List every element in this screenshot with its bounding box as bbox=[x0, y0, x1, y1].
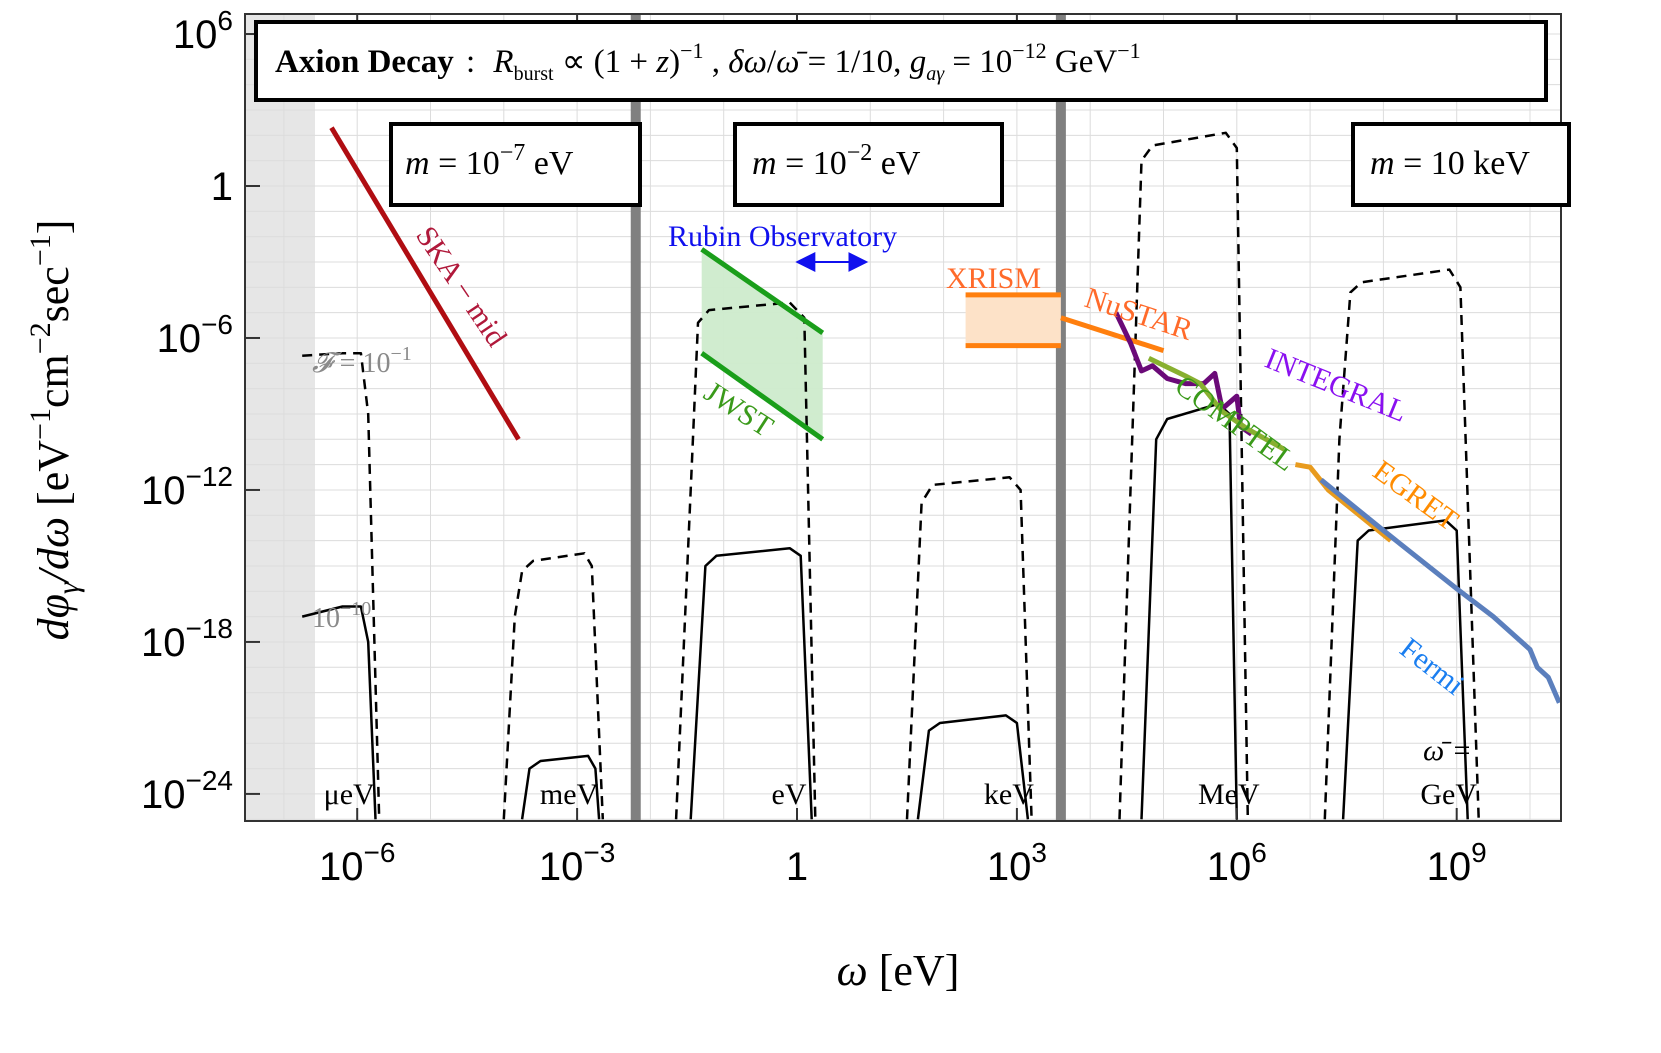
svg-text:m = 10−7 eV: m = 10−7 eV bbox=[405, 140, 574, 182]
x-tick-label: 106 bbox=[1207, 837, 1267, 889]
x-tick-label: 103 bbox=[987, 837, 1047, 889]
mass-box-3: m = 10 keV bbox=[1351, 122, 1571, 207]
y-tick-label: 10−12 bbox=[141, 461, 233, 513]
omega-bar-label: ω̄ = bbox=[1423, 734, 1472, 767]
y-tick-label: 10−18 bbox=[141, 613, 233, 665]
x-tick-labels: 10−6 10−3 1 103 106 109 bbox=[319, 837, 1487, 889]
band-labels: μeV meV eV keV MeV GeV bbox=[324, 778, 1478, 811]
y-tick-label: 106 bbox=[173, 5, 233, 57]
F-low-label: 10−10 bbox=[312, 598, 371, 634]
detector-fills bbox=[701, 249, 1061, 440]
band-label: MeV bbox=[1198, 778, 1260, 811]
x-axis-title: ω [eV] bbox=[837, 946, 960, 995]
band-label: meV bbox=[540, 778, 599, 811]
mass-box-2: m = 10−2 eV bbox=[733, 122, 1004, 207]
y-tick-label: 10−6 bbox=[157, 309, 233, 361]
y-tick-label: 10−24 bbox=[141, 765, 233, 817]
chart-title: Axion Decay : Rburst ∝ (1 + z)−1 , δω/ω̄… bbox=[275, 30, 1141, 88]
plot-frame bbox=[244, 13, 1562, 822]
x-tick-label: 10−3 bbox=[539, 837, 615, 889]
mass-box-1: m = 10−7 eV bbox=[389, 122, 642, 207]
xrism-label: XRISM bbox=[946, 262, 1041, 295]
band-label: GeV bbox=[1420, 778, 1477, 811]
instrument-curves bbox=[329, 126, 1561, 704]
y-tick-label: 1 bbox=[211, 165, 233, 209]
y-tick-labels: 106 1 10−6 10−12 10−18 10−24 bbox=[141, 5, 233, 817]
svg-text:m = 10 keV: m = 10 keV bbox=[1370, 145, 1530, 182]
band-label: eV bbox=[772, 778, 807, 811]
x-tick-label: 1 bbox=[786, 845, 808, 889]
title-box: Axion Decay : Rburst ∝ (1 + z)−1 , δω/ω̄… bbox=[254, 20, 1548, 102]
mass-dividers bbox=[630, 14, 1066, 821]
excluded-region bbox=[245, 14, 315, 821]
band-label: keV bbox=[984, 778, 1034, 811]
svg-text:m = 10−2 eV: m = 10−2 eV bbox=[752, 140, 921, 182]
x-tick-label: 109 bbox=[1427, 837, 1487, 889]
band-label: μeV bbox=[324, 778, 375, 811]
spectral-bands bbox=[301, 131, 1480, 820]
x-tick-label: 10−6 bbox=[319, 837, 395, 889]
y-axis-title: dφγ/dω [eV−1cm−2sec−1] bbox=[24, 220, 85, 641]
rubin-label: Rubin Observatory bbox=[668, 220, 897, 253]
F-high-label: 𝓕 = 10−1 bbox=[312, 343, 412, 379]
